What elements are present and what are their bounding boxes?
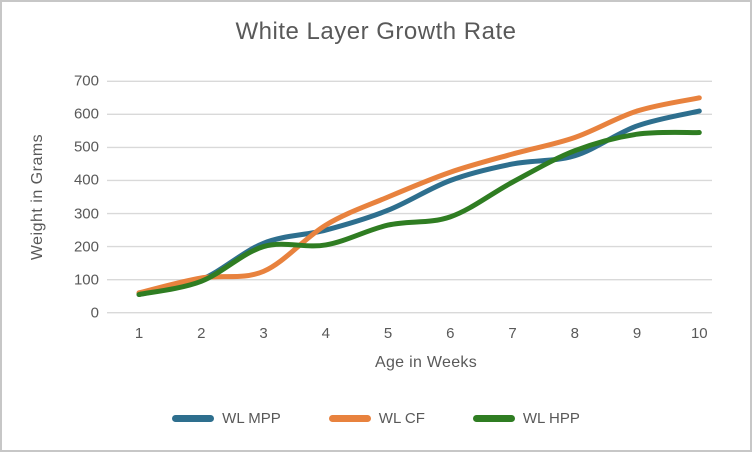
chart-title: White Layer Growth Rate <box>235 18 517 45</box>
y-axis-title: Weight in Grams <box>29 133 46 261</box>
x-tick-label: 3 <box>259 325 268 342</box>
series-line-wl-cf <box>136 95 702 296</box>
y-tick-label: 600 <box>73 105 99 123</box>
legend-label: WL MPP <box>222 410 281 427</box>
y-tick-label: 300 <box>73 205 99 223</box>
y-tick-label: 700 <box>73 72 99 90</box>
x-tick-label: 8 <box>570 325 579 342</box>
x-tick-label: 10 <box>690 325 708 342</box>
legend: WL MPP WL CF WL HPP <box>2 410 750 427</box>
x-axis-title: Age in Weeks <box>374 354 478 371</box>
legend-item: WL MPP <box>172 410 281 427</box>
legend-swatch <box>472 415 515 422</box>
y-tick-label: 200 <box>73 238 99 256</box>
x-tick-label: 2 <box>197 325 206 342</box>
x-tick-label: 5 <box>383 325 393 342</box>
legend-item: WL CF <box>328 410 425 427</box>
x-tick-label: 1 <box>134 325 144 342</box>
y-tick-label: 0 <box>90 304 99 322</box>
x-tick-label: 9 <box>632 325 642 342</box>
legend-item: WL HPP <box>472 410 580 427</box>
y-tick-label: 100 <box>73 271 99 289</box>
series-line-wl-hpp <box>136 129 702 298</box>
legend-label: WL CF <box>378 410 425 427</box>
legend-swatch <box>172 415 215 422</box>
x-tick-label: 7 <box>508 325 517 342</box>
y-tick-label: 500 <box>73 138 99 156</box>
x-tick-label: 6 <box>446 325 455 342</box>
y-tick-label: 400 <box>73 171 99 189</box>
x-tick-label: 4 <box>321 325 330 342</box>
legend-swatch <box>328 415 371 422</box>
legend-label: WL HPP <box>522 410 580 427</box>
